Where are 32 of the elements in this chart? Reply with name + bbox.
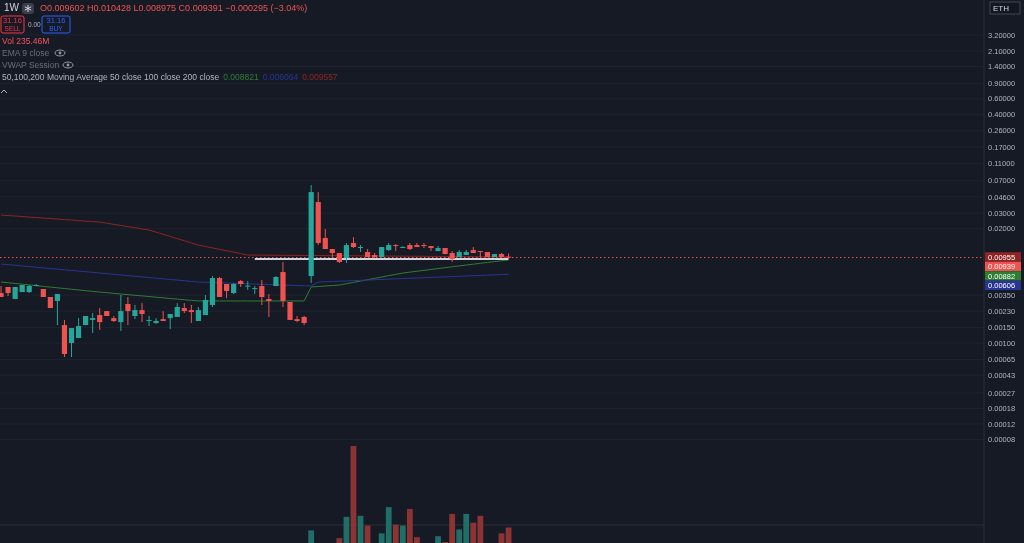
annotation: 0.006064 [262,72,299,82]
candlestick [343,242,350,264]
candlestick [0,285,4,298]
chart-title: 1W [4,2,20,13]
line-series [0,214,510,258]
candlestick [428,245,434,252]
candlestick [188,304,194,324]
candlestick [146,315,152,327]
candlestick [139,302,145,323]
candlestick [153,317,159,325]
bar [336,538,343,543]
candlestick [259,279,265,306]
text: ETH [993,4,1010,13]
bar [308,530,315,543]
annotation: 50,100,200 Moving Average 50 close 100 close 200 close [2,72,220,82]
candlestick [68,327,75,358]
annotation: Vol 235.46M [2,36,50,46]
bar [392,524,399,543]
bar [435,536,441,543]
bar [399,525,406,543]
annotation: 0.008821 [223,72,259,82]
candlestick [118,294,124,332]
candlestick [125,296,131,326]
annotation: EMA 9 close [2,48,50,58]
candlestick [266,293,272,318]
annotation: 0.009557 [302,72,338,82]
annotation: O0.009602 H0.010428 L0.008975 C0.009391 −0.000295 (−3.04%) [40,3,308,13]
candlestick [90,312,96,334]
candlestick [54,293,61,326]
candlestick [132,304,138,320]
annotation: VWAP Session [2,60,60,70]
candlestick [97,307,103,331]
